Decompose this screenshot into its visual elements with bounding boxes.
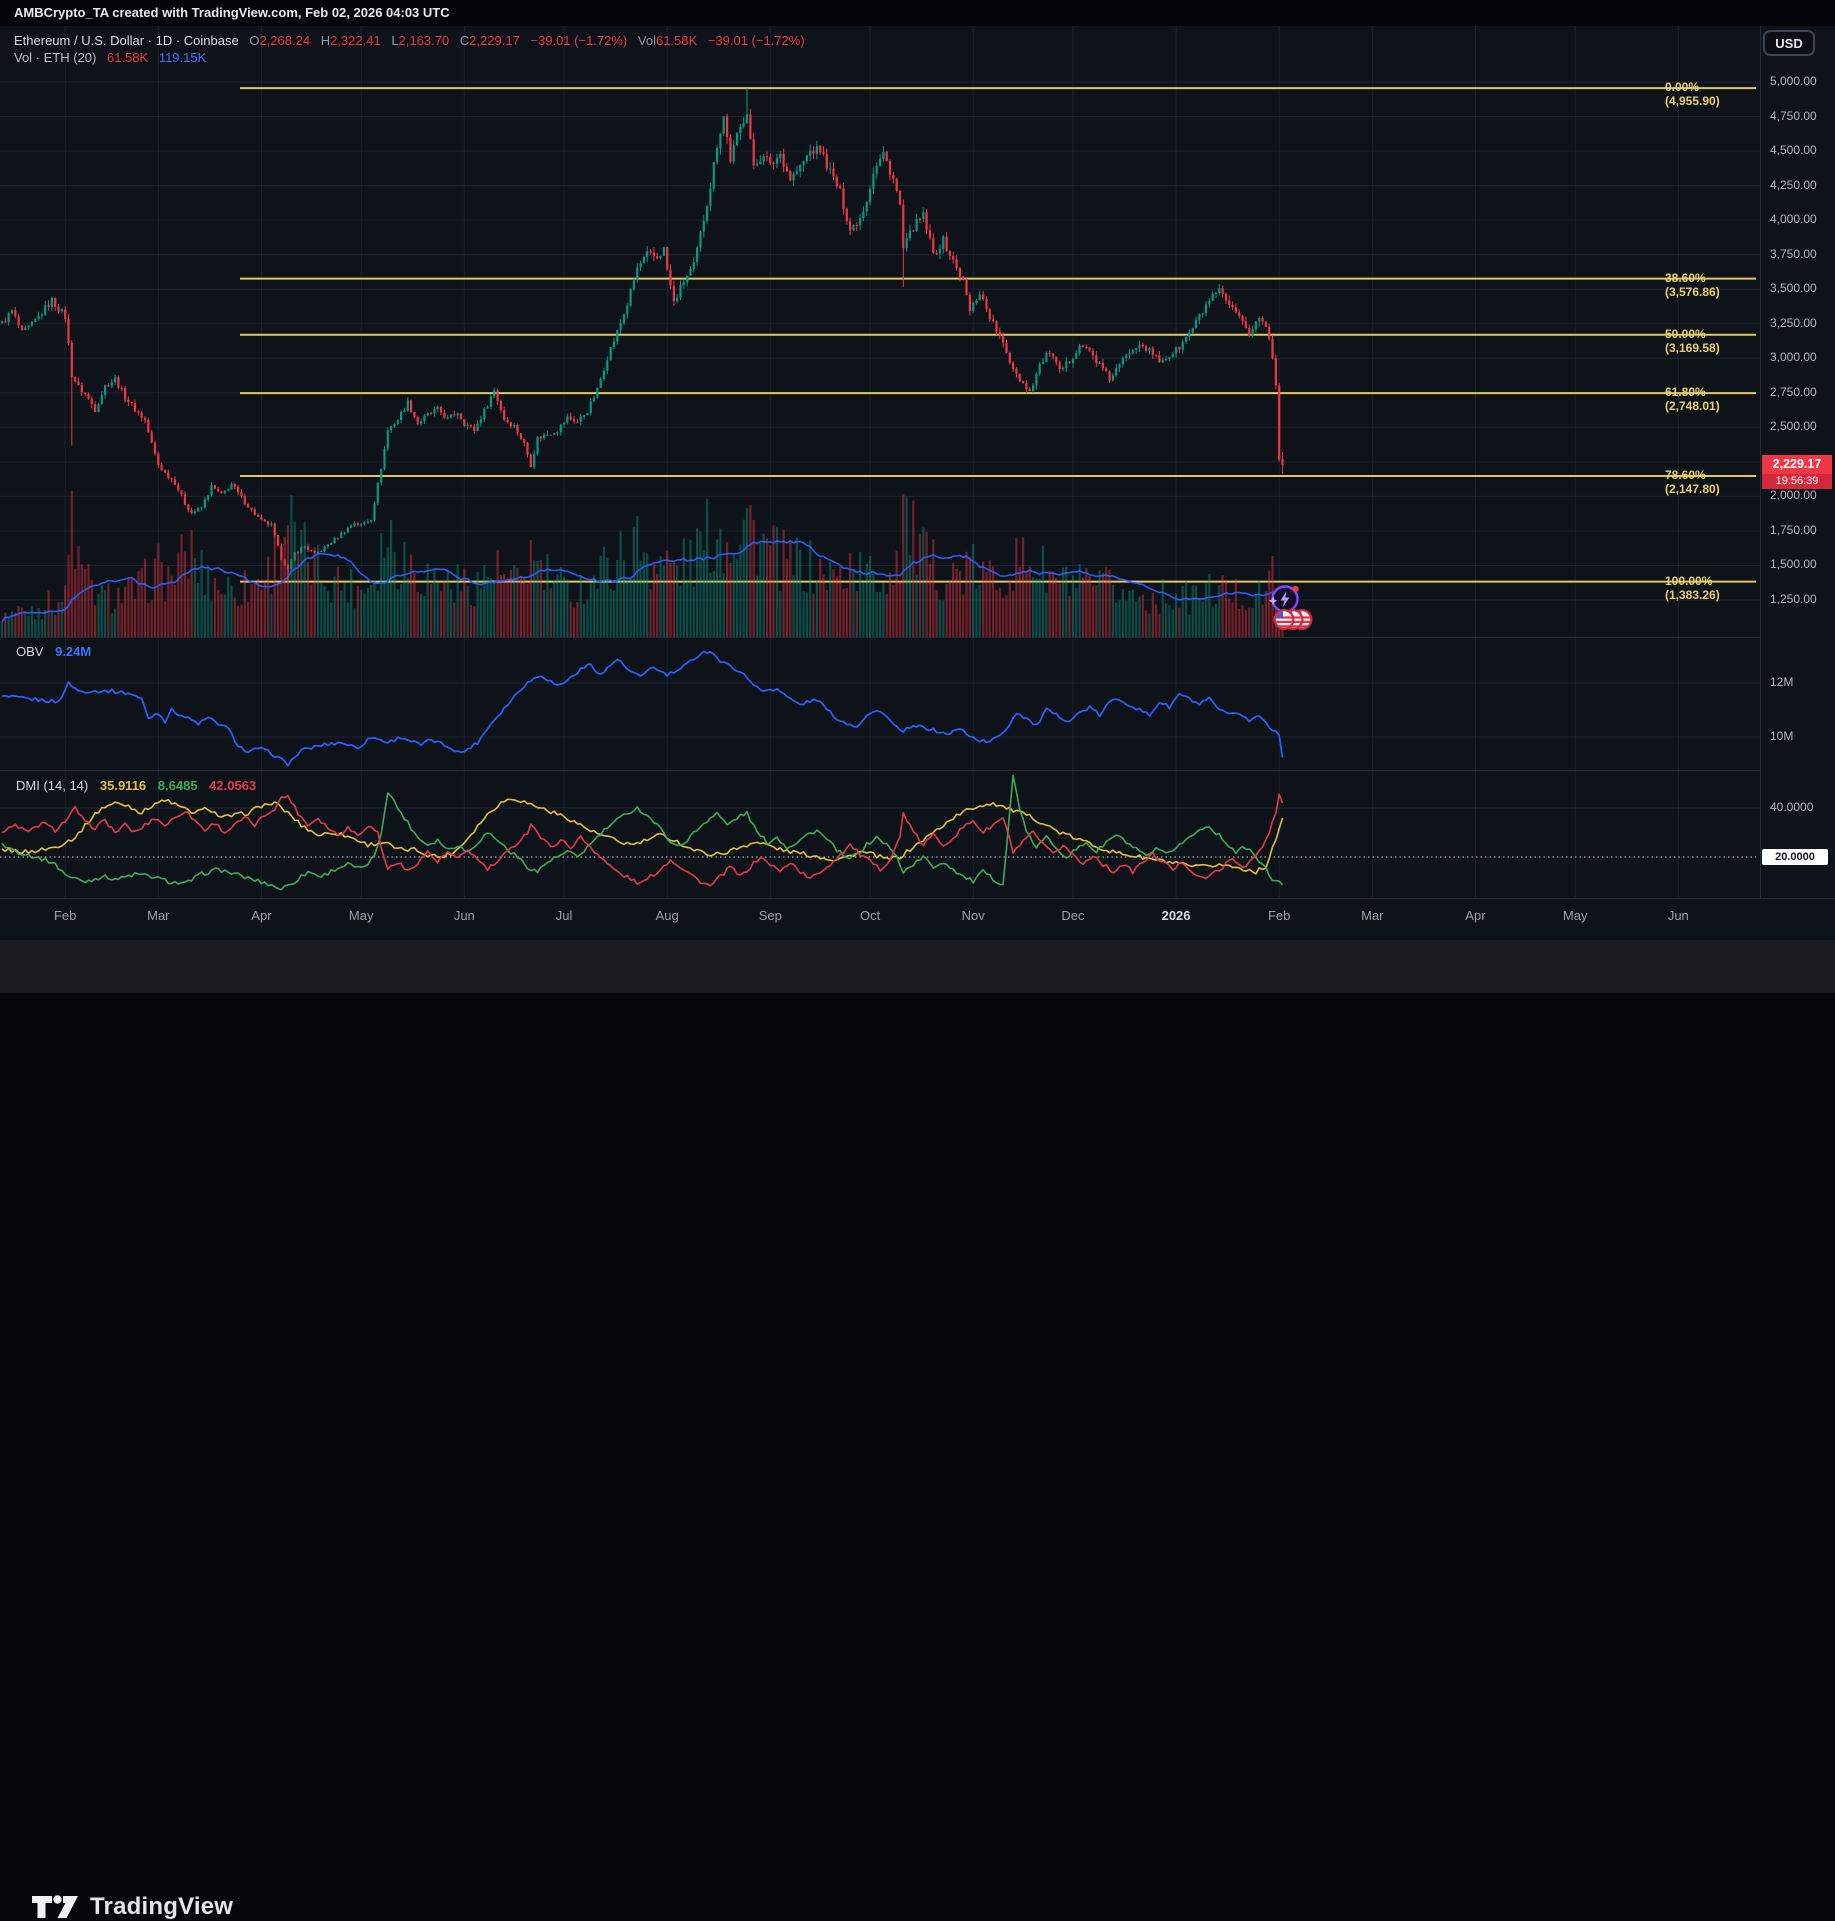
title-bar: AMBCrypto_TA created with TradingView.co… — [0, 0, 1835, 26]
price-tick: 2,500.00 — [1770, 419, 1817, 434]
price-tick: 3,250.00 — [1770, 315, 1817, 330]
time-axis-month: Mar — [1361, 908, 1384, 923]
dmi-tick: 40.0000 — [1770, 800, 1814, 814]
symbol-legend: Ethereum / U.S. Dollar · 1D · Coinbase O… — [14, 32, 805, 66]
chart-background — [0, 26, 1835, 940]
tradingview-logo[interactable]: TradingView — [30, 1893, 233, 1921]
open-label: O — [249, 33, 260, 48]
time-axis-month: 2026 — [1161, 908, 1191, 923]
close-value: 2,229.17 — [469, 33, 520, 48]
usa-flag-icon — [1273, 609, 1313, 630]
tradingview-logo-icon — [32, 1895, 78, 1918]
notification-dot — [1292, 585, 1299, 593]
symbol-title[interactable]: Ethereum / U.S. Dollar · 1D · Coinbase — [14, 33, 239, 48]
fib-label: 0.00% (4,955.90) — [1665, 80, 1720, 108]
price-tick: 1,500.00 — [1770, 557, 1817, 572]
sparkle-icon — [1268, 596, 1278, 606]
time-axis-month: Sep — [758, 908, 782, 923]
dmi-20-level-badge: 20.0000 — [1762, 849, 1828, 865]
price-tick: 4,500.00 — [1770, 143, 1817, 158]
price-tick: 2,000.00 — [1770, 488, 1817, 503]
volume-change: −39.01 (−1.72%) — [707, 33, 805, 48]
obv-tick: 12M — [1770, 675, 1794, 689]
vol-ma-current: 61.58K — [106, 50, 149, 65]
currency-toggle-button[interactable]: USD — [1763, 30, 1815, 56]
obv-legend[interactable]: OBV 9.24M — [16, 644, 91, 659]
time-axis[interactable]: Feb Mar Apr May Jun Jul Aug Sep Oct Nov Dec 2026 Feb… — [0, 898, 1835, 940]
time-axis-month: Jun — [453, 908, 475, 923]
time-axis-month: Jul — [555, 908, 573, 923]
time-axis-month: Aug — [655, 908, 679, 923]
price-tick: 1,250.00 — [1770, 592, 1817, 606]
time-axis-month: Mar — [147, 908, 170, 923]
low-label: L — [391, 33, 399, 48]
time-axis-month: Apr — [1465, 908, 1486, 923]
vol-ma-label[interactable]: Vol · ETH (20) — [14, 50, 97, 65]
dmi-adx-value: 35.9116 — [99, 778, 147, 793]
time-axis-month: Apr — [251, 908, 272, 923]
price-tick: 2,750.00 — [1770, 384, 1817, 399]
time-axis-month: Nov — [961, 908, 985, 923]
last-price-badge: 2,229.17 19:56:39 — [1762, 454, 1832, 489]
obv-tick: 10M — [1770, 729, 1794, 743]
low-value: 2,163.70 — [398, 33, 450, 48]
dmi-legend[interactable]: DMI (14, 14) 35.9116 8.6485 42.0563 — [16, 778, 256, 793]
price-tick: 4,250.00 — [1770, 177, 1817, 192]
high-value: 2,322.41 — [330, 33, 381, 48]
price-tick: 4,000.00 — [1770, 212, 1817, 227]
time-axis-month: Dec — [1061, 908, 1085, 923]
fib-label: 38.60% (3,576.86) — [1665, 271, 1720, 299]
dmi-label: DMI (14, 14) — [16, 778, 89, 793]
obv-label: OBV — [16, 644, 44, 659]
watermark-title: AMBCrypto_TA created with TradingView.co… — [14, 5, 450, 20]
time-axis-month: May — [348, 908, 374, 923]
price-axis[interactable]: 2,229.17 19:56:39 20.0000 5,000.00 4,750.… — [1760, 26, 1835, 898]
footer-bar: TradingView — [0, 940, 1835, 1920]
open-value: 2,268.24 — [259, 33, 311, 48]
time-axis-month: Feb — [53, 908, 77, 923]
flag-reaction-stickers[interactable] — [1271, 607, 1317, 637]
time-axis-month: Feb — [1267, 908, 1291, 923]
dmi-plus-di-value: 8.6485 — [157, 778, 198, 793]
chart-canvas[interactable] — [0, 26, 1760, 898]
fib-label: 50.00% (3,169.58) — [1665, 327, 1720, 355]
fib-label: 100.00% (1,383.26) — [1665, 574, 1720, 602]
time-axis-month: Jun — [1667, 908, 1689, 923]
high-label: H — [320, 33, 331, 48]
price-tick: 3,750.00 — [1770, 246, 1817, 261]
vol-ma-average: 119.15K — [158, 50, 207, 65]
volume-label: Vol — [637, 33, 656, 48]
price-tick: 3,000.00 — [1770, 350, 1817, 365]
last-price: 2,229.17 — [1762, 454, 1832, 474]
price-tick: 1,750.00 — [1770, 522, 1817, 537]
close-label: C — [459, 33, 470, 48]
price-tick: 3,500.00 — [1770, 281, 1817, 296]
obv-value: 9.24M — [55, 644, 92, 659]
bar-countdown: 19:56:39 — [1762, 473, 1832, 489]
time-axis-month: Oct — [859, 908, 881, 923]
price-tick: 4,750.00 — [1770, 108, 1817, 123]
change-value: −39.01 (−1.72%) — [530, 33, 628, 48]
fib-label: 78.60% (2,147.80) — [1665, 468, 1720, 496]
tradingview-logo-text: TradingView — [90, 1893, 234, 1920]
dmi-minus-di-value: 42.0563 — [209, 778, 257, 793]
volume-value: 61.58K — [655, 33, 698, 48]
price-tick: 5,000.00 — [1770, 74, 1817, 88]
time-axis-month: May — [1562, 908, 1588, 923]
fib-label: 61.80% (2,748.01) — [1665, 385, 1720, 413]
lightning-bolt-icon — [1280, 591, 1290, 608]
